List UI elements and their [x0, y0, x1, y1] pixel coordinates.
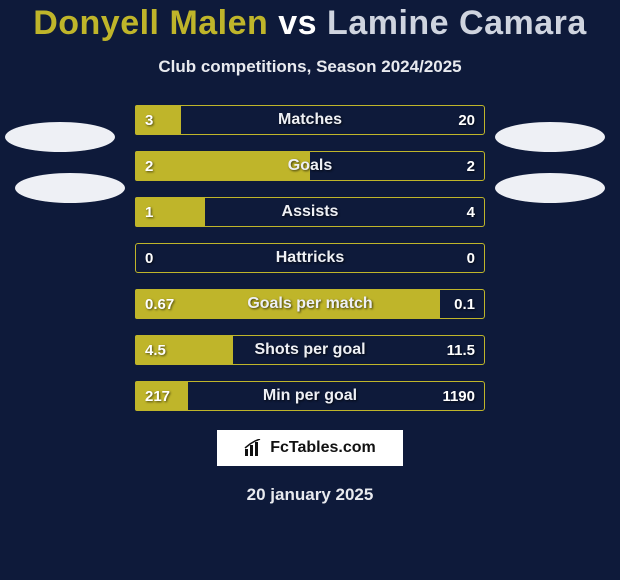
comparison-chart: 320Matches22Goals14Assists00Hattricks0.6…	[0, 105, 620, 411]
stat-value-right: 20	[448, 105, 485, 135]
stat-row: 4.511.5Shots per goal	[135, 335, 485, 365]
stat-row: 2171190Min per goal	[135, 381, 485, 411]
vs-separator: vs	[278, 4, 317, 42]
page-title: Donyell Malen vs Lamine Camara	[0, 0, 620, 43]
stat-row: 00Hattricks	[135, 243, 485, 273]
player2-name: Lamine Camara	[327, 4, 587, 42]
stat-value-left: 2	[135, 151, 163, 181]
stat-row: 0.670.1Goals per match	[135, 289, 485, 319]
stat-value-right: 0.1	[444, 289, 485, 319]
player-photo-placeholder	[495, 122, 605, 152]
stat-value-right: 4	[457, 197, 485, 227]
stat-value-right: 2	[457, 151, 485, 181]
stat-value-right: 11.5	[437, 335, 485, 365]
stat-value-right: 0	[457, 243, 485, 273]
subtitle: Club competitions, Season 2024/2025	[0, 57, 620, 77]
stat-row: 22Goals	[135, 151, 485, 181]
player-photo-placeholder	[5, 122, 115, 152]
stat-value-left: 0	[135, 243, 163, 273]
stat-value-left: 0.67	[135, 289, 184, 319]
player-photo-placeholder	[15, 173, 125, 203]
stat-row: 320Matches	[135, 105, 485, 135]
stat-value-left: 4.5	[135, 335, 176, 365]
stat-bar-outline	[135, 243, 485, 273]
stat-bar-outline	[135, 105, 485, 135]
stat-value-left: 217	[135, 381, 180, 411]
stat-row: 14Assists	[135, 197, 485, 227]
stat-value-right: 1190	[432, 381, 485, 411]
stat-value-left: 1	[135, 197, 163, 227]
player1-name: Donyell Malen	[33, 4, 268, 42]
source-badge: FcTables.com	[216, 429, 404, 467]
stat-value-left: 3	[135, 105, 163, 135]
date-label: 20 january 2025	[0, 485, 620, 505]
source-text: FcTables.com	[270, 439, 376, 457]
chart-icon	[244, 439, 264, 457]
player-photo-placeholder	[495, 173, 605, 203]
